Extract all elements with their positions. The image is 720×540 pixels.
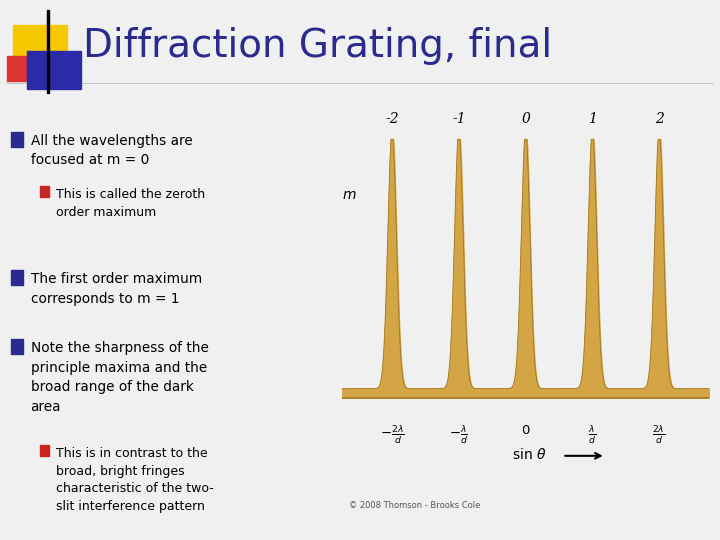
Text: Diffraction Grating, final: Diffraction Grating, final	[83, 27, 552, 65]
Text: $0$: $0$	[521, 423, 531, 436]
Text: -2: -2	[385, 112, 399, 126]
Text: $\frac{2\lambda}{d}$: $\frac{2\lambda}{d}$	[652, 423, 666, 446]
Text: 2: 2	[654, 112, 664, 126]
Bar	[40, 186, 49, 197]
Bar	[11, 270, 23, 285]
Text: © 2008 Thomson - Brooks Cole: © 2008 Thomson - Brooks Cole	[349, 501, 480, 510]
Text: 1: 1	[588, 112, 597, 126]
Text: -1: -1	[452, 112, 466, 126]
Text: $\sin\,\theta$: $\sin\,\theta$	[512, 447, 546, 462]
Text: Note the sharpness of the
principle maxima and the
broad range of the dark
area: Note the sharpness of the principle maxi…	[30, 341, 209, 414]
Text: $m$: $m$	[342, 188, 356, 202]
Text: 0: 0	[521, 112, 530, 126]
Bar	[11, 339, 23, 354]
Text: $\frac{\lambda}{d}$: $\frac{\lambda}{d}$	[588, 423, 596, 446]
Text: $-\frac{\lambda}{d}$: $-\frac{\lambda}{d}$	[449, 423, 468, 446]
Text: $-\frac{2\lambda}{d}$: $-\frac{2\lambda}{d}$	[380, 423, 405, 446]
Text: This is in contrast to the
broad, bright fringes
characteristic of the two-
slit: This is in contrast to the broad, bright…	[56, 447, 214, 512]
Text: All the wavelengths are
focused at m = 0: All the wavelengths are focused at m = 0	[30, 134, 192, 167]
Bar	[11, 132, 23, 147]
Text: The first order maximum
corresponds to m = 1: The first order maximum corresponds to m…	[30, 272, 202, 306]
Text: This is called the zeroth
order maximum: This is called the zeroth order maximum	[56, 188, 205, 219]
Bar	[40, 445, 49, 456]
